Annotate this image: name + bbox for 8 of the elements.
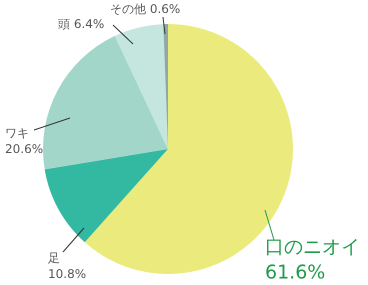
slice-label: ワキ <box>5 126 29 140</box>
slice-label: 頭 6.4% <box>58 17 104 31</box>
data-label: 10.8% <box>48 267 86 282</box>
data-label: 61.6% <box>265 262 326 284</box>
slice-label: その他 0.6% <box>110 2 180 16</box>
slice-label: 口のニオイ <box>265 236 360 258</box>
data-label: 20.6% <box>5 142 44 156</box>
slice-label: 足 <box>48 251 60 265</box>
